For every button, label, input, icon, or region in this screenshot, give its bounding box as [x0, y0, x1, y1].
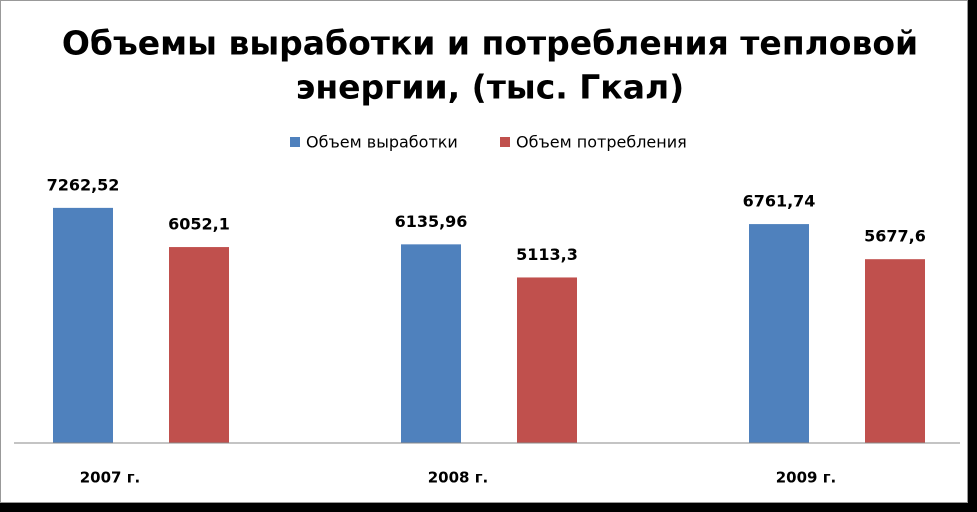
data-label: 7262,52	[47, 175, 120, 194]
legend-label: Объем потребления	[516, 133, 687, 152]
x-tick-label: 2007 г.	[80, 469, 141, 487]
legend-swatch	[290, 137, 300, 147]
bar	[401, 244, 461, 443]
bar	[517, 277, 577, 443]
chart-title: энергии, (тыс. Гкал)	[296, 68, 684, 107]
bar	[865, 259, 925, 443]
data-label: 6052,1	[168, 215, 230, 234]
data-label: 6761,74	[743, 192, 816, 211]
bar	[749, 224, 809, 443]
x-tick-label: 2008 г.	[428, 469, 489, 487]
data-label: 5677,6	[864, 227, 926, 246]
bar	[53, 207, 113, 443]
legend-swatch	[500, 137, 510, 147]
data-label: 6135,96	[395, 212, 468, 231]
bar	[169, 247, 229, 443]
data-label: 5113,3	[516, 245, 578, 264]
x-tick-label: 2009 г.	[776, 469, 837, 487]
chart-title: Объемы выработки и потребления тепловой	[62, 24, 918, 63]
legend-label: Объем выработки	[306, 133, 458, 152]
